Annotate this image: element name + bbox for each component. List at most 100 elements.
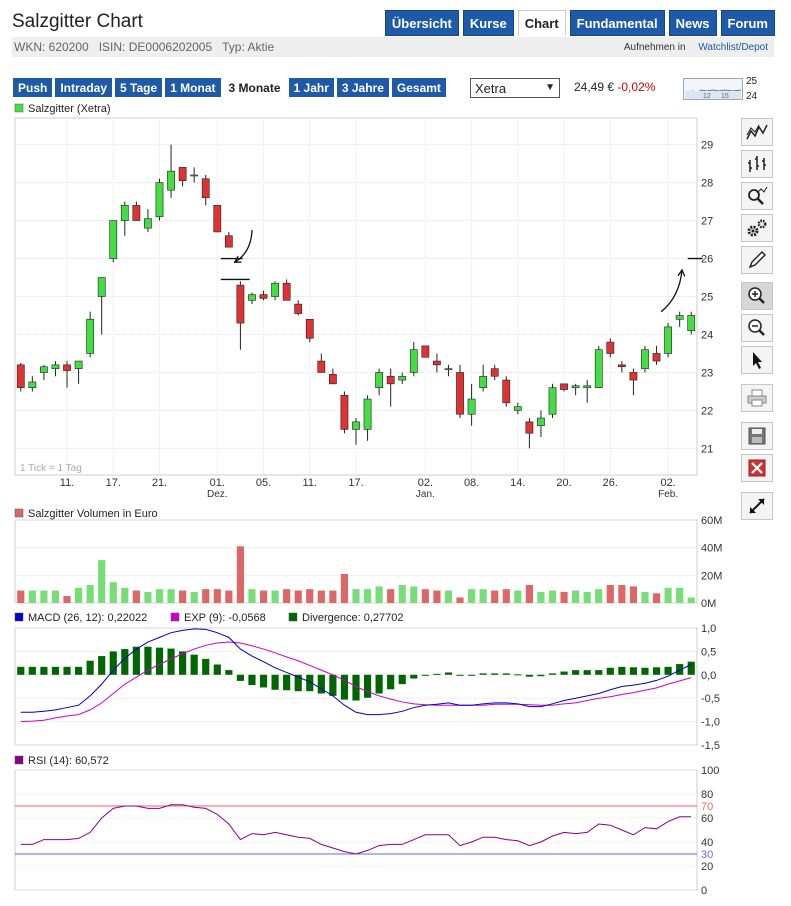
rsi-y-tick-label: 40 (701, 837, 713, 849)
divergence-bar (595, 670, 603, 675)
divergence-bar (98, 656, 106, 675)
macd-legend-swatch (170, 612, 180, 622)
rsi-y-tick-label: 100 (701, 765, 719, 777)
watchlist-link[interactable]: Watchlist/Depot (698, 41, 768, 53)
period-push[interactable]: Push (13, 78, 53, 97)
candle-down (617, 364, 626, 368)
expand-button[interactable] (741, 492, 773, 520)
volume-bar-up (155, 589, 164, 603)
thumb-high: 25 (746, 76, 758, 87)
candle-down (525, 421, 534, 434)
x-tick-label: 21. (152, 477, 167, 489)
nav-tab-fundamental[interactable]: Fundamental (569, 10, 665, 36)
nav-tab-news[interactable]: News (668, 10, 717, 36)
divergence-bar (329, 674, 337, 696)
divergence-bar (271, 674, 279, 690)
line-chart-button[interactable] (741, 118, 773, 146)
nav-tab-kurse[interactable]: Kurse (462, 10, 514, 36)
volume-bar-down (421, 589, 429, 603)
zoom-out-icon (748, 319, 765, 336)
divergence-bar (548, 673, 557, 675)
period-gesamt[interactable]: Gesamt (391, 78, 446, 97)
volume-bar-up (398, 585, 406, 603)
x-tick-label: 17. (106, 477, 121, 489)
watchlist-prompt: Aufnehmen in Watchlist/Depot (624, 42, 768, 53)
volume-bar-down (606, 585, 614, 603)
divergence-bar (491, 673, 499, 675)
candle-up (548, 387, 557, 415)
divergence-bar (317, 674, 325, 694)
candle-up (641, 349, 649, 369)
volume-bar-up (641, 591, 649, 603)
zoom-out-button[interactable] (741, 314, 773, 342)
divergence-bar (294, 674, 302, 692)
macd-y-tick-label: -0,5 (701, 693, 720, 705)
period-3-monate[interactable]: 3 Monate (223, 78, 286, 97)
watchlist-prefix: Aufnehmen in (623, 41, 686, 53)
nav-tab-forum[interactable]: Forum (720, 10, 775, 36)
candle-up (86, 318, 95, 354)
nav-tab-chart[interactable]: Chart (517, 10, 566, 36)
nav-tab-uebersicht[interactable]: Übersicht (384, 10, 459, 36)
candle-down (433, 360, 441, 366)
zoom-in-button[interactable] (741, 282, 773, 310)
volume-bar-up (676, 587, 684, 603)
volume-bar-down (259, 590, 268, 603)
volume-bar-up (595, 589, 603, 603)
indicator-search-button[interactable] (741, 182, 773, 210)
x-tick-label: 17. (348, 477, 363, 489)
divergence-bar (121, 649, 129, 675)
print-button[interactable] (741, 384, 773, 412)
exchange-select[interactable]: Xetra ▼ (470, 78, 560, 98)
candle-down (421, 345, 430, 358)
candle-down (305, 318, 314, 339)
rsi-panel (14, 769, 698, 891)
candle-down (340, 394, 349, 430)
period-1-jahr[interactable]: 1 Jahr (288, 78, 334, 97)
volume-bar-down (340, 573, 349, 603)
period-1-monat[interactable]: 1 Monat (165, 78, 221, 97)
save-button[interactable] (741, 422, 773, 450)
candle-up (144, 218, 152, 229)
divergence-bar (664, 666, 672, 675)
divergence-bar (167, 648, 175, 675)
price-y-tick-label: 25 (701, 292, 713, 304)
chart-canvas[interactable]: 21 22 23 24 25 26 27 28 29 11. 17. 21. 01.Dez. 05. 11.… (0, 0, 740, 906)
mini-chart-thumbnail[interactable]: 12 15 (683, 78, 743, 100)
divergence-bar (606, 667, 614, 675)
delete-button[interactable] (741, 454, 773, 482)
ohlc-chart-icon (748, 156, 766, 172)
candle-down (606, 341, 615, 354)
line-chart-icon (746, 124, 768, 140)
volume-bar-down (456, 597, 464, 603)
volume-bar-up (583, 591, 591, 603)
candle-down (502, 379, 511, 404)
price-y-tick-label: 21 (701, 443, 713, 455)
volume-bar-up (86, 585, 94, 603)
pointer-button[interactable] (741, 346, 773, 374)
period-5-tage[interactable]: 5 Tage (115, 78, 163, 97)
candle-down (490, 368, 499, 377)
volume-y-tick-label: 0M (701, 598, 716, 610)
ohlc-chart-button[interactable] (741, 150, 773, 178)
volume-bar-up (352, 589, 360, 603)
period-intraday[interactable]: Intraday (55, 78, 113, 97)
period-3-jahre[interactable]: 3 Jahre (336, 78, 389, 97)
volume-bar-down (17, 590, 25, 603)
candle-down (386, 375, 395, 385)
delete-icon (748, 459, 766, 477)
security-info-bar: WKN: 620200 ISIN: DE0006202005 Typ: Akti… (12, 37, 774, 57)
candle-up (687, 315, 696, 331)
volume-bar-up (375, 586, 383, 603)
divergence-bar (352, 674, 360, 701)
annotation-arrow (660, 269, 683, 313)
candle-up (513, 406, 522, 411)
divergence-bar (468, 674, 476, 676)
candle-down (63, 364, 71, 371)
candle-up (155, 182, 164, 218)
divergence-bar (109, 651, 117, 675)
candle-up (271, 282, 279, 297)
settings-button[interactable] (741, 214, 773, 242)
draw-button[interactable] (741, 246, 773, 274)
volume-bar-up (479, 589, 487, 603)
